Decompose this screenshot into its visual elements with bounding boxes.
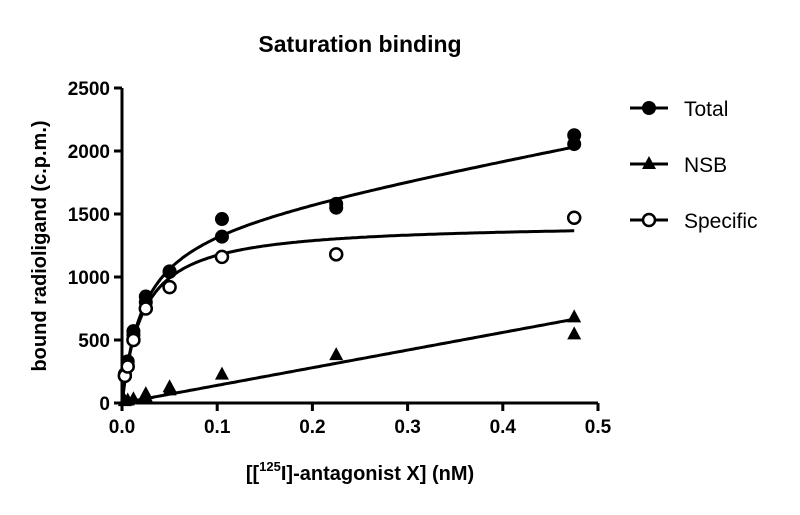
data-point-specific (162, 279, 177, 295)
data-point-total (567, 137, 582, 152)
y-tick-label: 1500 (68, 205, 110, 226)
data-point-specific (214, 249, 230, 265)
y-axis-label: bound radioligand (c.p.m.) (29, 120, 51, 371)
data-point-total (329, 200, 344, 215)
legend-marker-specific (641, 212, 657, 228)
x-tick-label: 0.1 (204, 417, 231, 438)
legend-label-specific: Specific (684, 210, 758, 233)
data-point-total (214, 212, 229, 227)
chart-title: Saturation binding (258, 31, 461, 57)
legend-label-nsb: NSB (684, 154, 727, 177)
data-point-specific (328, 247, 344, 262)
y-tick-label: 2000 (68, 142, 110, 163)
x-tick-label: 0.3 (394, 417, 420, 438)
x-tick-label: 0.2 (299, 417, 325, 438)
x-tick-label: 0.4 (490, 417, 517, 438)
y-tick-label: 1000 (68, 268, 110, 289)
data-point-specific (126, 332, 141, 348)
y-tick-label: 0 (99, 394, 110, 415)
legend-marker-total (642, 101, 656, 115)
data-point-nsb (567, 326, 582, 340)
x-tick-label: 0.5 (585, 417, 612, 438)
y-tick-label: 2500 (68, 79, 110, 100)
x-axis-label: [[125I]-antagonist X] (nM) (246, 459, 474, 485)
legend-label-total: Total (684, 98, 728, 121)
data-point-nsb (329, 347, 344, 361)
data-point-specific (120, 359, 135, 374)
data-point-nsb (214, 366, 229, 380)
data-point-nsb (567, 309, 582, 323)
fit-curve-nsb (121, 317, 575, 405)
data-point-specific (566, 210, 582, 226)
data-point-nsb (162, 382, 177, 396)
x-axis-label-sup: 125 (259, 459, 281, 474)
data-point-nsb (126, 391, 141, 405)
data-point-specific (138, 301, 154, 316)
data-point-nsb (138, 388, 153, 402)
data-point-total (214, 229, 229, 244)
data-point-total (162, 264, 177, 279)
x-tick-label: 0.0 (109, 417, 135, 438)
fit-curve-total (120, 145, 575, 404)
fit-curve-specific (120, 229, 575, 404)
x-axis-label-suffix: I]-antagonist X] (nM) (281, 463, 474, 485)
x-axis-label-prefix: [[ (246, 463, 260, 485)
y-tick-label: 500 (78, 331, 110, 352)
legend-marker-nsb (642, 156, 656, 169)
